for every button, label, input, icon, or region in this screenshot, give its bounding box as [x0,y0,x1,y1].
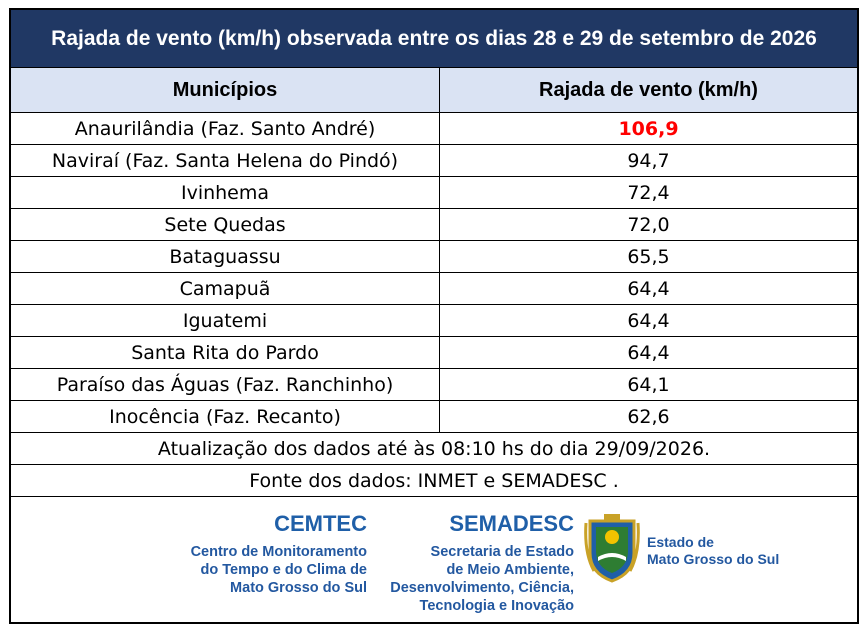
source-note: Fonte dos dados: INMET e SEMADESC . [11,465,857,497]
municipio-cell: Santa Rita do Pardo [11,337,440,368]
table-row: Iguatemi 64,4 [11,305,857,337]
municipio-cell: Naviraí (Faz. Santa Helena do Pindó) [11,145,440,176]
semadesc-line: Desenvolvimento, Ciência, [390,580,574,596]
cemtec-line: Mato Grosso do Sul [230,580,367,596]
semadesc-line: Tecnologia e Inovação [419,598,574,614]
cemtec-logo-title: CEMTEC [274,511,367,536]
rajada-cell: 62,6 [627,405,670,428]
cemtec-line: do Tempo e do Clima de [200,562,368,578]
rajada-cell: 64,1 [627,373,670,396]
municipio-cell: Iguatemi [11,305,440,336]
semadesc-logo-subtitle: Secretaria de Estado de Meio Ambiente, D… [371,543,574,615]
rajada-cell: 94,7 [627,149,670,172]
coat-of-arms-icon [584,514,640,583]
municipio-cell: Paraíso das Águas (Faz. Ranchinho) [11,369,440,400]
municipio-cell: Sete Quedas [11,209,440,240]
rajada-cell: 64,4 [627,277,670,300]
semadesc-line: Secretaria de Estado [430,544,574,560]
table-row: Bataguassu 65,5 [11,241,857,273]
estado-logo-text: Estado de Mato Grosso do Sul [647,534,807,568]
rajada-cell: 64,4 [627,341,670,364]
table-row: Sete Quedas 72,0 [11,209,857,241]
estado-line: Estado de [647,534,714,550]
table-row: Anaurilândia (Faz. Santo André) 106,9 [11,113,857,145]
table-row: Inocência (Faz. Recanto) 62,6 [11,401,857,433]
municipio-cell: Ivinhema [11,177,440,208]
table-row: Camapuã 64,4 [11,273,857,305]
rajada-cell: 64,4 [627,309,670,332]
rajada-cell: 65,5 [627,245,670,268]
municipio-cell: Inocência (Faz. Recanto) [11,401,440,432]
municipio-cell: Camapuã [11,273,440,304]
municipio-cell: Anaurilândia (Faz. Santo André) [11,113,440,144]
table-title: Rajada de vento (km/h) observada entre o… [11,10,857,68]
header-rajada: Rajada de vento (km/h) [539,78,758,101]
table-row: Ivinhema 72,4 [11,177,857,209]
cemtec-logo-subtitle: Centro de Monitoramento do Tempo e do Cl… [151,543,367,597]
semadesc-line: de Meio Ambiente, [446,562,574,578]
table-row: Naviraí (Faz. Santa Helena do Pindó) 94,… [11,145,857,177]
update-note: Atualização dos dados até às 08:10 hs do… [11,433,857,465]
header-municipios: Municípios [11,68,440,112]
table-row: Paraíso das Águas (Faz. Ranchinho) 64,1 [11,369,857,401]
rajada-cell: 72,4 [627,181,670,204]
municipio-cell: Bataguassu [11,241,440,272]
report-card: Rajada de vento (km/h) observada entre o… [9,8,859,624]
table-row: Santa Rita do Pardo 64,4 [11,337,857,369]
table-body: Anaurilândia (Faz. Santo André) 106,9 Na… [11,113,857,433]
estado-line: Mato Grosso do Sul [647,551,780,567]
logos-footer: CEMTEC Centro de Monitoramento do Tempo … [11,497,857,622]
rajada-cell: 72,0 [627,213,670,236]
rajada-cell-highlight: 106,9 [618,117,679,140]
table-header: Municípios Rajada de vento (km/h) [11,68,857,113]
cemtec-line: Centro de Monitoramento [190,544,367,560]
semadesc-logo-title: SEMADESC [449,511,574,536]
